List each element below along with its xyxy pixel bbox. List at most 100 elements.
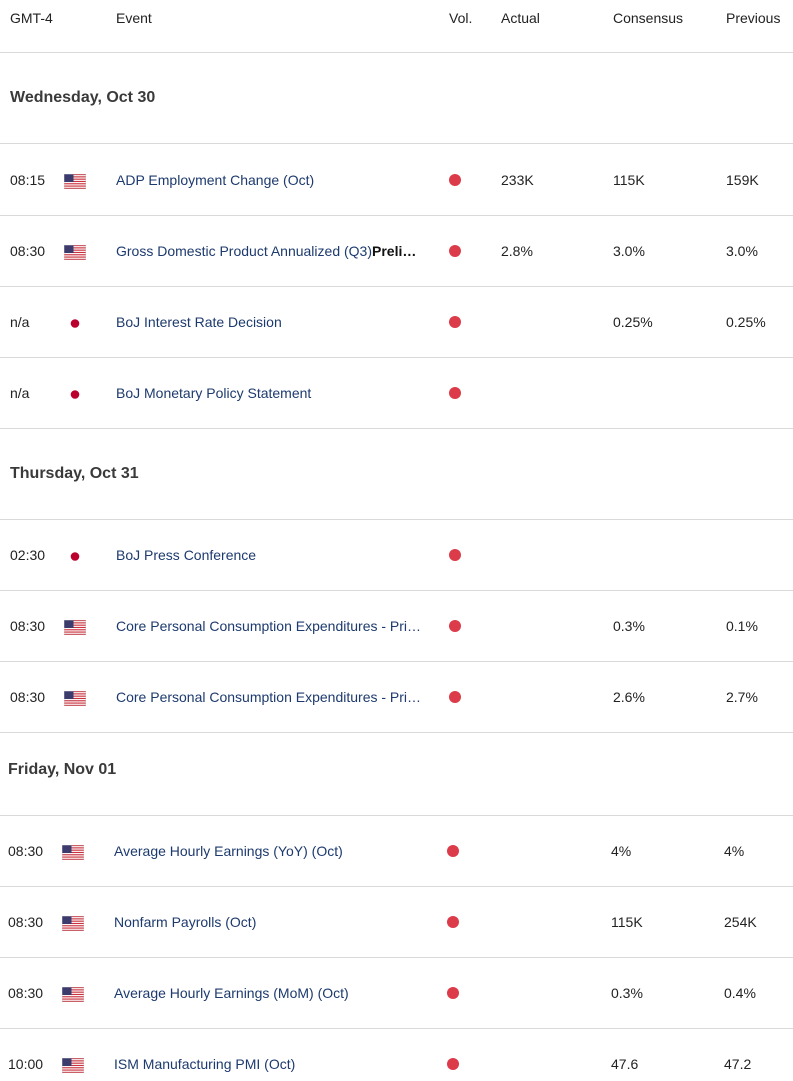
event-name-link[interactable]: ISM Manufacturing PMI (Oct) xyxy=(114,1029,444,1081)
event-time: n/a xyxy=(10,385,30,401)
event-row[interactable]: 08:30 Nonfarm Payrolls (Oct) 115K 254K xyxy=(0,887,793,958)
day-label: Wednesday, Oct 30 xyxy=(10,89,156,106)
event-name-link[interactable]: BoJ Interest Rate Decision xyxy=(116,287,446,358)
event-time: 08:30 xyxy=(8,985,44,1001)
previous-value: 0.4% xyxy=(724,985,756,1001)
high-volatility-dot-icon xyxy=(449,691,461,703)
high-volatility-dot-icon xyxy=(447,1058,459,1070)
calendar-header: GMT-4 Event Vol. Actual Consensus Previo… xyxy=(0,0,793,53)
event-row[interactable]: 08:30 Gross Domestic Product Annualized … xyxy=(0,216,793,287)
event-name-link[interactable]: BoJ Monetary Policy Statement xyxy=(116,358,446,429)
us-flag-icon xyxy=(64,245,86,260)
event-name: Core Personal Consumption Expenditures -… xyxy=(116,689,422,705)
high-volatility-dot-icon xyxy=(449,245,461,257)
jp-flag-icon xyxy=(64,387,86,402)
event-row[interactable]: 08:15 ADP Employment Change (Oct) 233K 115… xyxy=(0,145,793,216)
event-name-link[interactable]: Core Personal Consumption Expenditures -… xyxy=(116,662,446,733)
us-flag-icon xyxy=(64,691,86,706)
event-row[interactable]: 08:30 Core Personal Consumption Expendit… xyxy=(0,662,793,733)
previous-value: 2.7% xyxy=(726,689,758,705)
event-time: 08:30 xyxy=(10,689,46,705)
event-name: BoJ Interest Rate Decision xyxy=(116,314,282,330)
us-flag-icon xyxy=(62,916,84,931)
event-time: 10:00 xyxy=(8,1056,44,1072)
event-time: 02:30 xyxy=(10,547,46,563)
event-name: BoJ Press Conference xyxy=(116,547,257,563)
actual-value: 2.8% xyxy=(501,243,533,259)
previous-value: 159K xyxy=(726,172,759,188)
event-time: 08:30 xyxy=(10,243,46,259)
consensus-value: 115K xyxy=(611,914,643,930)
previous-value: 254K xyxy=(724,914,757,930)
event-time: n/a xyxy=(10,314,30,330)
jp-flag-icon xyxy=(64,316,86,331)
event-time: 08:30 xyxy=(10,618,46,634)
consensus-value: 0.25% xyxy=(613,314,653,330)
day-label: Thursday, Oct 31 xyxy=(10,465,139,482)
event-time: 08:30 xyxy=(8,843,44,859)
event-header: Event xyxy=(116,10,152,26)
event-time: 08:30 xyxy=(8,914,44,930)
high-volatility-dot-icon xyxy=(447,845,459,857)
us-flag-icon xyxy=(62,845,84,860)
actual-header: Actual xyxy=(501,10,540,26)
volatility-header: Vol. xyxy=(449,10,473,26)
event-name-suffix: Preli… xyxy=(372,243,417,259)
previous-value: 3.0% xyxy=(726,243,758,259)
previous-header: Previous xyxy=(726,10,781,26)
event-name-link[interactable]: Core Personal Consumption Expenditures -… xyxy=(116,591,446,662)
us-flag-icon xyxy=(62,987,84,1002)
event-name-link[interactable]: Average Hourly Earnings (YoY) (Oct) xyxy=(114,816,444,887)
consensus-value: 3.0% xyxy=(613,243,645,259)
event-name: Nonfarm Payrolls (Oct) xyxy=(114,914,257,930)
event-name: Core Personal Consumption Expenditures -… xyxy=(116,618,422,634)
event-row[interactable]: n/a BoJ Monetary Policy Statement xyxy=(0,358,793,429)
day-label: Friday, Nov 01 xyxy=(8,761,117,778)
day-group-header: Friday, Nov 01 xyxy=(0,725,793,816)
high-volatility-dot-icon xyxy=(449,549,461,561)
us-flag-icon xyxy=(64,174,86,189)
event-name-link[interactable]: ADP Employment Change (Oct) xyxy=(116,145,446,216)
high-volatility-dot-icon xyxy=(449,387,461,399)
consensus-value: 2.6% xyxy=(613,689,645,705)
us-flag-icon xyxy=(64,620,86,635)
event-name: Average Hourly Earnings (YoY) (Oct) xyxy=(114,843,343,859)
event-name: ISM Manufacturing PMI (Oct) xyxy=(114,1056,296,1072)
event-name-link[interactable]: Gross Domestic Product Annualized (Q3)Pr… xyxy=(116,216,446,287)
consensus-value: 4% xyxy=(611,843,632,859)
actual-value: 233K xyxy=(501,172,534,188)
consensus-value: 115K xyxy=(613,172,645,188)
event-name-link[interactable]: Nonfarm Payrolls (Oct) xyxy=(114,887,444,958)
event-row[interactable]: n/a BoJ Interest Rate Decision 0.25% 0.25% xyxy=(0,287,793,358)
day-group-header: Wednesday, Oct 30 xyxy=(0,53,793,144)
previous-value: 4% xyxy=(724,843,745,859)
event-row[interactable]: 08:30 Average Hourly Earnings (MoM) (Oct… xyxy=(0,958,793,1029)
high-volatility-dot-icon xyxy=(447,987,459,999)
high-volatility-dot-icon xyxy=(449,620,461,632)
event-row[interactable]: 02:30 BoJ Press Conference xyxy=(0,520,793,591)
timezone-header[interactable]: GMT-4 xyxy=(10,10,53,26)
event-row[interactable]: 08:30 Core Personal Consumption Expendit… xyxy=(0,591,793,662)
day-group-header: Thursday, Oct 31 xyxy=(0,429,793,520)
event-name-link[interactable]: Average Hourly Earnings (MoM) (Oct) xyxy=(114,958,444,1029)
event-name-link[interactable]: BoJ Press Conference xyxy=(116,520,446,591)
consensus-value: 47.6 xyxy=(611,1056,639,1072)
event-time: 08:15 xyxy=(10,172,46,188)
event-name: Average Hourly Earnings (MoM) (Oct) xyxy=(114,985,349,1001)
us-flag-icon xyxy=(62,1058,84,1073)
previous-value: 0.1% xyxy=(726,618,758,634)
high-volatility-dot-icon xyxy=(449,174,461,186)
consensus-value: 0.3% xyxy=(613,618,645,634)
event-row[interactable]: 10:00 ISM Manufacturing PMI (Oct) 47.6 47.… xyxy=(0,1029,793,1081)
event-name: Gross Domestic Product Annualized (Q3) xyxy=(116,243,372,259)
jp-flag-icon xyxy=(64,549,86,564)
previous-value: 47.2 xyxy=(724,1056,752,1072)
consensus-header: Consensus xyxy=(613,10,684,26)
consensus-value: 0.3% xyxy=(611,985,643,1001)
event-name: ADP Employment Change (Oct) xyxy=(116,172,315,188)
previous-value: 0.25% xyxy=(726,314,766,330)
event-row[interactable]: 08:30 Average Hourly Earnings (YoY) (Oct… xyxy=(0,816,793,887)
high-volatility-dot-icon xyxy=(447,916,459,928)
high-volatility-dot-icon xyxy=(449,316,461,328)
event-name: BoJ Monetary Policy Statement xyxy=(116,385,312,401)
